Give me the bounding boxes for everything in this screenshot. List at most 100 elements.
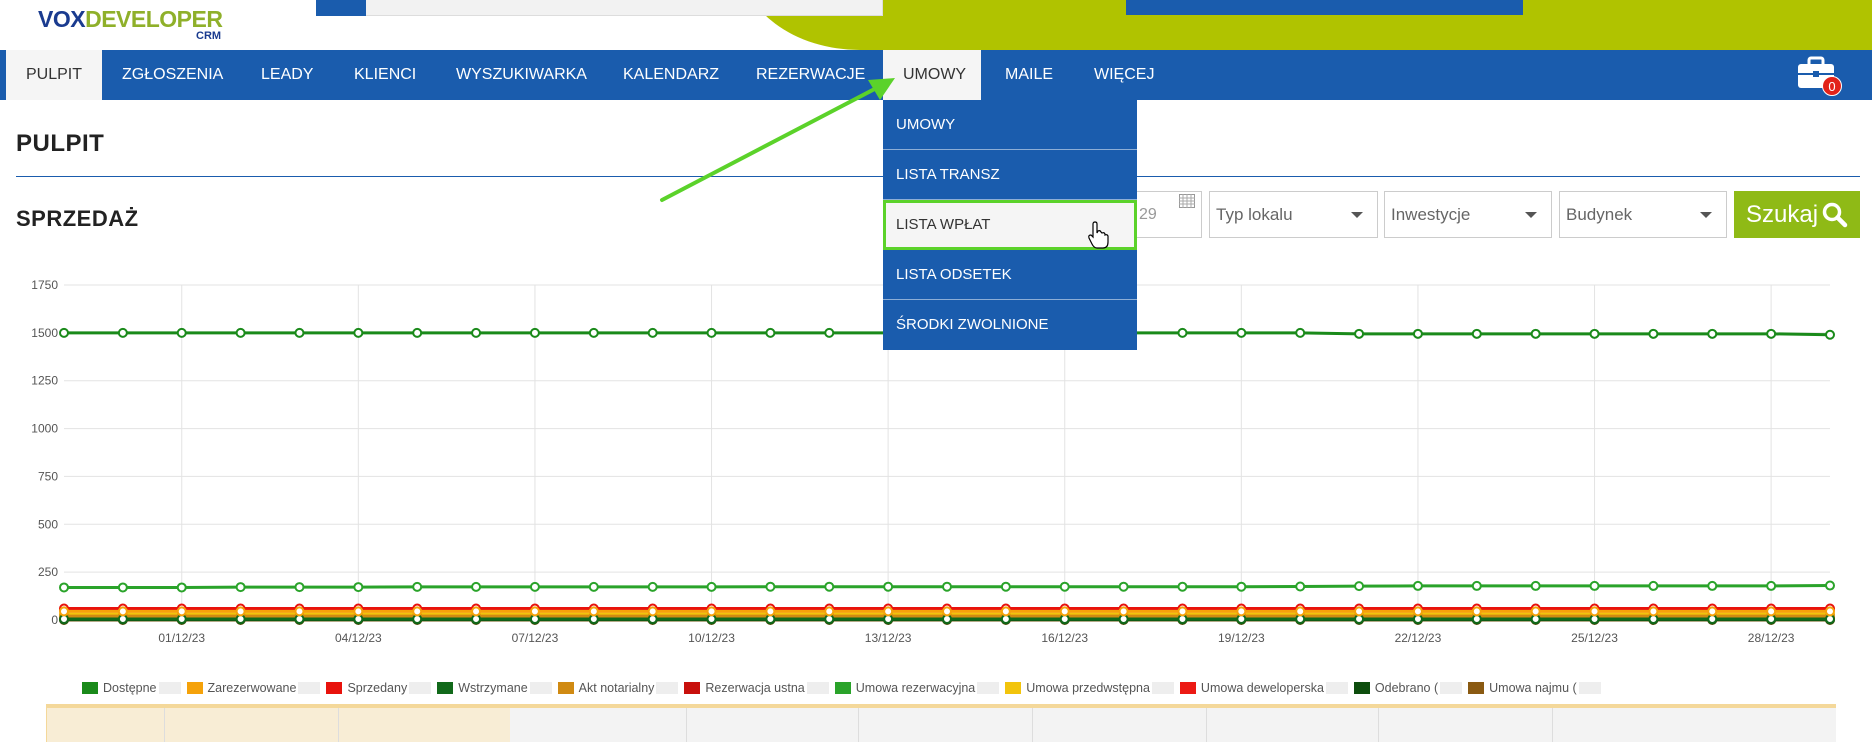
data-point <box>765 581 776 592</box>
data-point <box>706 327 717 338</box>
data-point <box>471 581 482 592</box>
data-point <box>1236 606 1247 617</box>
sales-chart: 0 250 500 750 1000 1250 1500 1750 01/12/23 04/12/… <box>31 278 1835 645</box>
data-point <box>1648 580 1659 591</box>
data-point <box>117 327 128 338</box>
nav-item-pulpit[interactable]: PULPIT <box>6 50 103 100</box>
data-point <box>529 327 540 338</box>
legend-swatch <box>557 682 574 695</box>
legend-label: Zarezerwowane <box>207 680 297 695</box>
nav-item-kalendarz[interactable]: KALENDARZ <box>623 66 720 83</box>
nav-item-klienci[interactable]: KLIENCI <box>354 66 417 83</box>
data-point <box>353 327 364 338</box>
data-point <box>588 606 599 617</box>
legend-item[interactable]: Umowa najmu ( <box>1468 681 1601 695</box>
dropdown-item-lista-wplat[interactable]: LISTA WPŁAT <box>883 200 1137 250</box>
type-select[interactable]: Typ lokalu <box>1209 191 1378 238</box>
data-point <box>1412 606 1423 617</box>
data-point <box>1118 606 1129 617</box>
data-point <box>1295 327 1306 338</box>
nav-item-zgloszenia[interactable]: ZGŁOSZENIA <box>122 66 224 83</box>
data-point <box>117 582 128 593</box>
legend-swatch <box>82 682 98 695</box>
search-icon <box>1822 202 1848 228</box>
chevron-down-icon <box>1700 212 1712 218</box>
date-to-value: 29 <box>1139 206 1157 223</box>
data-point <box>176 606 187 617</box>
legend-swatch <box>1468 682 1485 695</box>
nav-item-wyszukiwarka[interactable]: WYSZUKIWARKA <box>456 66 587 83</box>
top-search-input[interactable] <box>316 0 883 16</box>
cart-button[interactable]: 0 <box>1796 56 1842 96</box>
data-point <box>1648 328 1659 339</box>
data-point <box>1648 606 1659 617</box>
top-search-button[interactable] <box>316 0 366 16</box>
legend-count-redacted <box>158 682 181 695</box>
data-point <box>942 581 952 592</box>
data-point <box>1412 580 1423 591</box>
search-button[interactable]: Szukaj <box>1734 191 1860 238</box>
data-point <box>1707 580 1718 591</box>
data-point <box>176 582 187 593</box>
data-point <box>1000 581 1011 592</box>
x-tick-label: 10/12/23 <box>688 631 735 645</box>
calendar-icon[interactable] <box>1179 194 1195 208</box>
legend-item[interactable]: Wstrzymane <box>437 680 552 695</box>
data-point <box>1471 328 1482 339</box>
data-point <box>1707 328 1718 339</box>
data-point <box>235 582 246 593</box>
legend-item[interactable]: Umowa deweloperska <box>1179 681 1348 695</box>
investment-select[interactable]: Inwestycje <box>1384 191 1552 238</box>
x-tick-label: 28/12/23 <box>1748 631 1795 645</box>
building-select[interactable]: Budynek <box>1559 191 1727 238</box>
data-point <box>412 606 423 617</box>
legend-item[interactable]: Umowa rezerwacyjna <box>834 680 1000 695</box>
dropdown-item-lista-odsetek[interactable]: LISTA ODSETEK <box>883 250 1137 300</box>
data-point <box>1177 327 1188 338</box>
nav-item-rezerwacje[interactable]: REZERWACJE <box>756 66 866 83</box>
legend-label: Wstrzymane <box>458 680 528 695</box>
legend-item[interactable]: Rezerwacja ustna <box>684 680 829 695</box>
y-tick-label: 500 <box>38 517 58 531</box>
legend-label: Umowa najmu ( <box>1489 680 1577 695</box>
investment-select-value: Inwestycje <box>1391 205 1471 224</box>
search-button-label: Szukaj <box>1746 201 1819 228</box>
column-divider <box>686 708 687 742</box>
top-user-bar[interactable] <box>1126 0 1523 15</box>
x-tick-label: 01/12/23 <box>158 631 205 645</box>
dropdown-item-umowy[interactable]: UMOWY <box>883 100 1137 150</box>
data-point <box>1295 581 1306 592</box>
legend-label: Dostępne <box>103 680 157 695</box>
y-tick-label: 250 <box>38 565 58 579</box>
legend-label: Rezerwacja ustna <box>705 680 805 695</box>
data-point <box>1589 606 1600 617</box>
nav-item-maile[interactable]: MAILE <box>1005 66 1054 83</box>
dropdown-item-srodki-zwolnione[interactable]: ŚRODKI ZWOLNIONE <box>896 316 1049 333</box>
legend-label: Akt notarialny <box>578 680 655 695</box>
nav-item-leady[interactable]: LEADY <box>261 66 314 83</box>
data-point <box>176 327 187 338</box>
building-select-value: Budynek <box>1566 205 1633 224</box>
legend-item[interactable]: Dostępne <box>82 681 181 695</box>
data-point <box>412 327 423 338</box>
y-tick-label: 0 <box>51 613 58 627</box>
nav-item-wiecej[interactable]: WIĘCEJ <box>1094 66 1155 83</box>
legend-item[interactable]: Sprzedany <box>326 681 432 695</box>
data-point <box>1707 606 1718 617</box>
legend-item[interactable]: Akt notarialny <box>557 680 679 695</box>
data-point <box>1000 606 1011 617</box>
legend-item[interactable]: Zarezerwowane <box>186 680 321 695</box>
legend-label: Umowa rezerwacyjna <box>855 680 976 695</box>
logo[interactable]: VOXDEVELOPER CRM <box>38 6 223 42</box>
column-divider <box>164 708 165 742</box>
data-point <box>412 581 423 592</box>
legend-item[interactable]: Umowa przedwstępna <box>1005 681 1174 695</box>
data-point <box>1177 581 1188 592</box>
legend-count-redacted <box>977 682 1000 695</box>
legend-count-redacted <box>1151 682 1174 695</box>
x-tick-label: 25/12/23 <box>1571 631 1618 645</box>
dropdown-item-lista-transz[interactable]: LISTA TRANSZ <box>883 150 1137 200</box>
legend-item[interactable]: Odebrano ( <box>1353 681 1463 695</box>
date-to-field[interactable]: 29 <box>1128 191 1202 238</box>
nav-item-umowy[interactable]: UMOWY <box>883 50 981 100</box>
